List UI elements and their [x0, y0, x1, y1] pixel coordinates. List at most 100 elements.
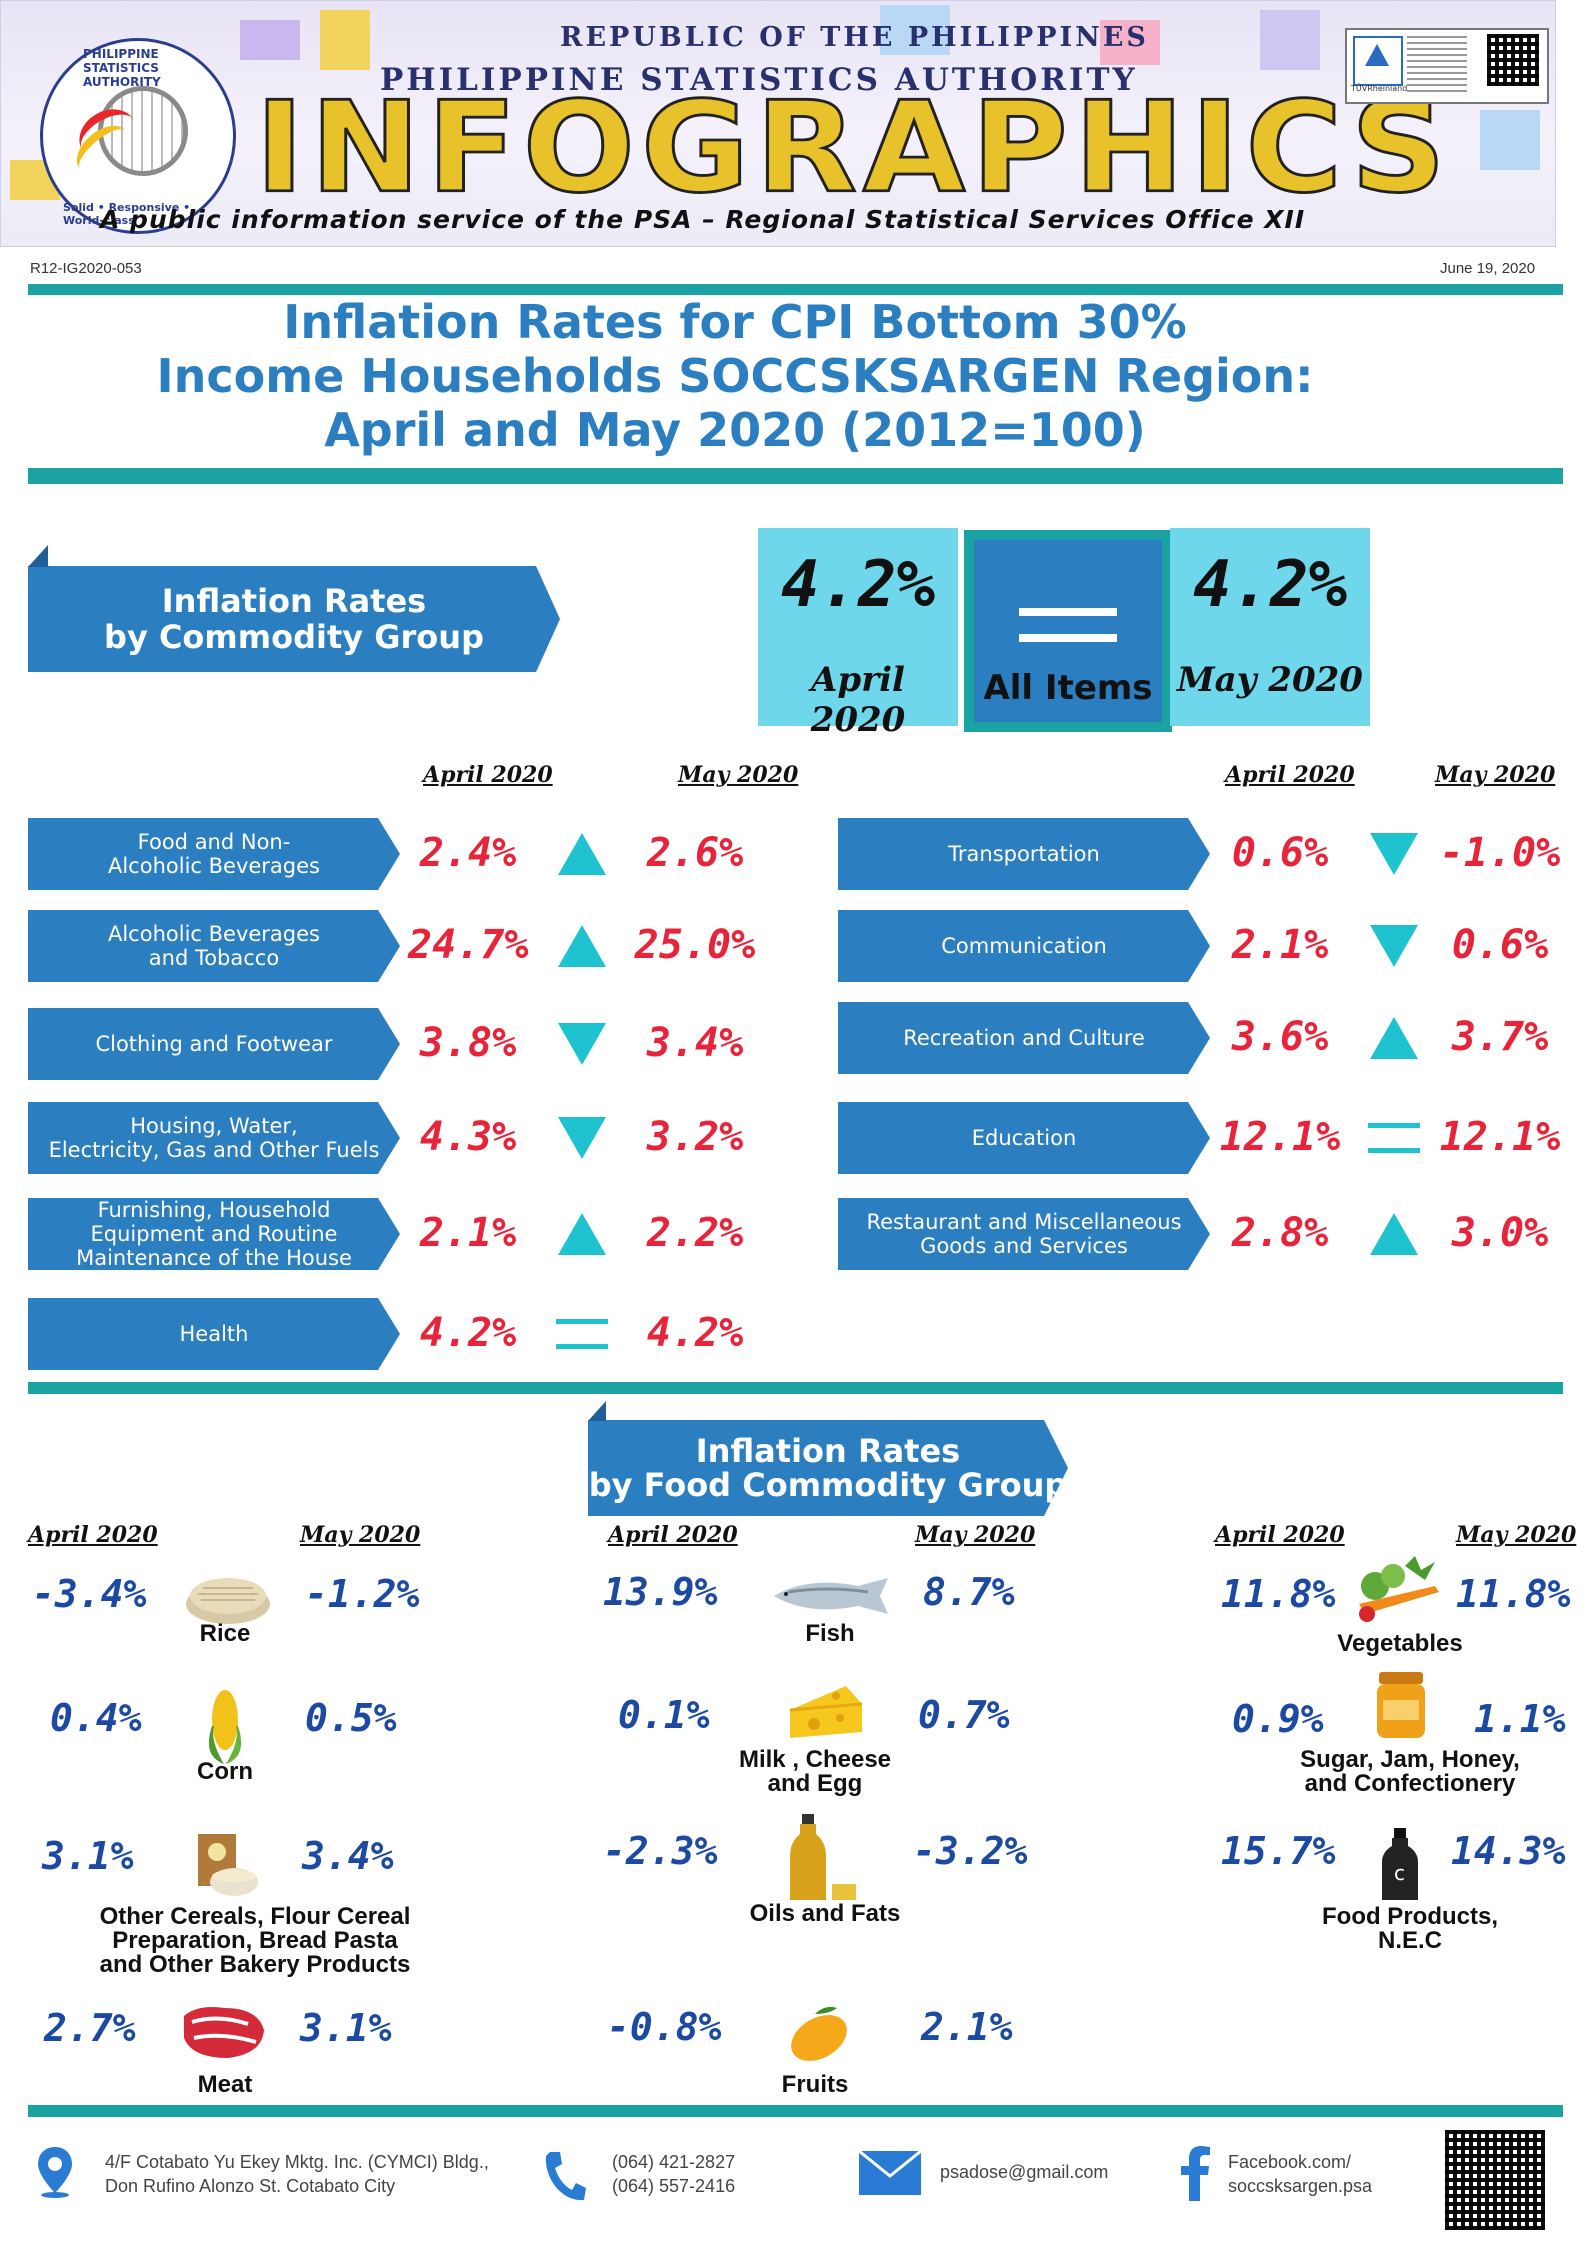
commodity-label-text: Health [179, 1322, 249, 1346]
food-may-rate: 14.3% [1451, 1829, 1566, 1873]
food-col1-april-head: April 2020 [28, 1522, 158, 1548]
teal-divider-top [28, 284, 1563, 295]
equal-sign-icon [1019, 608, 1117, 616]
food-april-rate: 15.7% [1221, 1829, 1336, 1873]
may-rate: 25.0% [634, 922, 756, 968]
all-items-label: All Items [983, 668, 1153, 708]
tuv-logo-icon [1353, 36, 1403, 86]
commodity-label-text: Furnishing, Household Equipment and Rout… [76, 1198, 352, 1270]
corn-icon [200, 1686, 250, 1770]
april-rate: 3.6% [1231, 1014, 1329, 1060]
food-label: Food Products, N.E.C [1322, 1903, 1498, 1954]
april-rate: 4.3% [419, 1114, 517, 1160]
food-may-rate: -1.2% [305, 1572, 420, 1616]
commodity-label-text: Clothing and Footwear [95, 1032, 333, 1056]
trend-down-icon [558, 1023, 606, 1065]
footer-email: psadose@gmail.com [940, 2162, 1109, 2182]
header-psa: PHILIPPINE STATISTICS AUTHORITY [380, 62, 1138, 98]
commodity-label: Clothing and Footwear [28, 1008, 400, 1080]
april-rate: 2.1% [419, 1210, 517, 1256]
commodity-label: Alcoholic Beverages and Tobacco [28, 910, 400, 982]
food-label: Other Cereals, Flour Cereal Preparation,… [99, 1903, 411, 1978]
food-april-rate: 0.9% [1232, 1697, 1324, 1741]
april-all-items-label: April 2020 [810, 660, 906, 740]
certification-badge: TÜVRheinland CERTIFIED [1345, 28, 1549, 104]
food-label: Meat [197, 2071, 253, 2098]
footer-phone: (064) 421-2827 (064) 557-2416 [612, 2152, 736, 2196]
header-infographics: INFOGRAPHICS [254, 74, 1452, 222]
trend-equal-icon [556, 1319, 608, 1349]
doc-date: June 19, 2020 [1440, 260, 1536, 277]
all-items-box: All Items [964, 530, 1172, 732]
footer-qr-icon [1445, 2130, 1545, 2230]
food-april-rate: -0.8% [607, 2005, 722, 2049]
may-all-items-card: 4.2% May 2020 [1170, 528, 1370, 726]
april-all-items-value: 4.2% [780, 548, 936, 622]
trend-down-icon [558, 1117, 606, 1159]
april-all-items-card: 4.2% April 2020 [758, 528, 958, 740]
food-label: Fish [805, 1620, 855, 1647]
left-april-head: April 2020 [423, 762, 553, 788]
food-col3-april-head: April 2020 [1215, 1522, 1345, 1548]
svg-text:c: c [1394, 1861, 1405, 1885]
commodity-label-text: Food and Non- Alcoholic Beverages [107, 830, 320, 878]
phone-icon [542, 2148, 586, 2204]
trend-equal-icon [1368, 1123, 1420, 1153]
may-rate: 12.1% [1439, 1114, 1561, 1160]
footer-facebook: Facebook.com/ soccsksargen.psa [1228, 2152, 1373, 2196]
commodity-label-text: Recreation and Culture [903, 1026, 1145, 1050]
food-label: Vegetables [1337, 1630, 1463, 1657]
commodity-label: Communication [838, 910, 1210, 982]
food-april-rate: 13.9% [603, 1570, 718, 1614]
title-line-3: April and May 2020 (2012=100) [324, 403, 1146, 457]
doc-code: R12-IG2020-053 [30, 260, 142, 277]
trend-down-icon [1370, 925, 1418, 967]
food-banner-line-2: by Food Commodity Group [588, 1466, 1068, 1504]
food-label: Rice [199, 1620, 251, 1647]
food-label: Fruits [781, 2071, 849, 2098]
commodity-label: Recreation and Culture [838, 1002, 1210, 1074]
food-may-rate: -3.2% [913, 1829, 1028, 1873]
food-may-rate: 0.5% [305, 1696, 397, 1740]
commodity-group-banner: Inflation Rates by Commodity Group [28, 566, 560, 672]
may-rate: 4.2% [646, 1310, 744, 1356]
oil-bottle-icon [790, 1812, 860, 1906]
food-may-rate: 11.8% [1456, 1572, 1571, 1616]
food-label: Sugar, Jam, Honey, and Confectionery [1300, 1746, 1520, 1797]
title-line-2: Income Households SOCCSKSARGEN Region: [156, 349, 1314, 403]
honey-jar-icon [1373, 1670, 1429, 1744]
commodity-banner-line-2: by Commodity Group [104, 618, 484, 656]
food-april-rate: 2.7% [44, 2006, 136, 2050]
rice-icon [183, 1566, 273, 1630]
psa-seal-logo: PHILIPPINE STATISTICS AUTHORITY Solid • … [40, 38, 236, 234]
food-april-rate: 11.8% [1221, 1572, 1336, 1616]
food-banner-line-1: Inflation Rates [695, 1432, 961, 1470]
food-label: Corn [197, 1758, 253, 1785]
location-pin-icon [35, 2145, 75, 2199]
seal-bottom-text: Solid • Responsive • World-class [63, 201, 191, 227]
trend-down-icon [1370, 833, 1418, 875]
food-april-rate: -2.3% [603, 1829, 718, 1873]
food-col1-may-head: May 2020 [300, 1522, 421, 1548]
teal-divider-title [28, 468, 1563, 484]
food-label: Milk , Cheese and Egg [738, 1746, 892, 1797]
april-rate: 2.1% [1231, 922, 1329, 968]
may-rate: -1.0% [1439, 830, 1561, 876]
food-april-rate: 3.1% [42, 1834, 134, 1878]
commodity-label-text: Restaurant and Miscellaneous Goods and S… [866, 1210, 1182, 1258]
april-rate: 24.7% [408, 922, 529, 968]
commodity-label-text: Alcoholic Beverages and Tobacco [107, 922, 320, 970]
commodity-label-text: Housing, Water, Electricity, Gas and Oth… [48, 1114, 380, 1162]
right-may-head: May 2020 [1435, 762, 1556, 788]
may-rate: 0.6% [1451, 922, 1549, 968]
vegetables-icon [1355, 1556, 1445, 1630]
food-april-rate: 0.1% [618, 1693, 710, 1737]
fish-icon [768, 1576, 898, 1620]
right-april-head: April 2020 [1225, 762, 1355, 788]
page-title: Inflation Rates for CPI Bottom 30% Incom… [0, 295, 1470, 457]
commodity-label: Transportation [838, 818, 1210, 890]
trend-up-icon [558, 1213, 606, 1255]
food-may-rate: 0.7% [918, 1693, 1010, 1737]
trend-up-icon [1370, 1017, 1418, 1059]
may-all-items-label: May 2020 [1177, 660, 1363, 700]
